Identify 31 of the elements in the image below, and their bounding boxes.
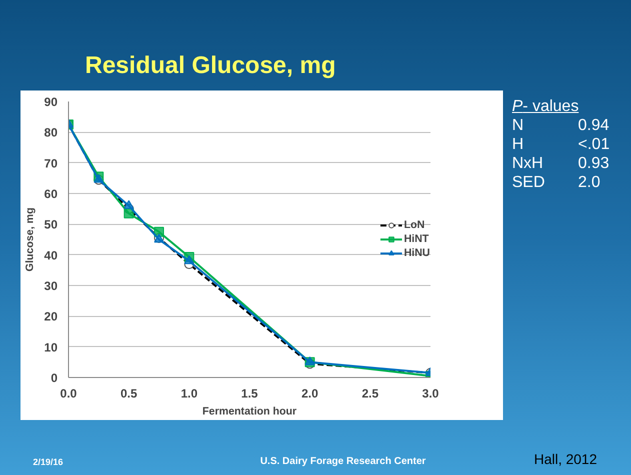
x-tick-label: 3.0 [422,386,440,400]
x-tick-label: 1.0 [180,386,198,400]
chart-title: Residual Glucose, mg [84,51,336,81]
x-tick-label: 0.0 [60,386,78,400]
text: N 0.94 [512,117,610,134]
legend-label: LoN [404,219,425,231]
x-tick-label: 2.5 [362,386,379,400]
legend-label: HiNT [404,233,429,245]
y-tick-label: 30 [44,279,58,293]
text: U.S. Dairy Forage Research Center [259,454,427,469]
text: Hall, 2012 [532,450,597,469]
text: SED 2.0 [512,174,600,191]
text: 2/19/16 [33,456,64,469]
y-tick-label: 0 [50,371,58,385]
y-axis-title: Glucose, mg [24,208,36,272]
legend-label: HiNU [404,247,430,259]
x-tick-label: 1.5 [241,386,258,400]
text: H <.01 [512,136,610,153]
y-tick-label: 80 [44,126,58,140]
y-tick-label: 60 [44,187,58,201]
y-tick-label: 40 [44,248,58,262]
y-tick-label: 50 [44,218,58,232]
x-tick-label: 2.0 [301,386,318,400]
y-tick-label: 10 [44,340,58,354]
y-tick-label: 70 [44,156,58,170]
y-tick-label: 20 [44,310,58,324]
text: P- values [512,97,580,116]
x-tick-label: 0.5 [120,386,138,400]
x-axis-title: Fermentation hour [202,406,297,418]
text: NxH 0.93 [512,155,610,172]
y-tick-label: 90 [44,95,58,109]
